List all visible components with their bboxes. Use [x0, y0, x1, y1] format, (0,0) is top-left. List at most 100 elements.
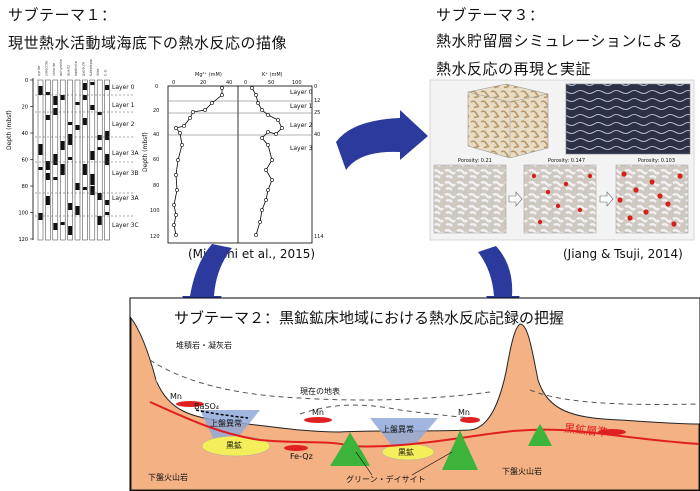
k-tick-100: 100 [292, 80, 302, 86]
strip-column-header: gypsum [81, 61, 85, 76]
label-upper-anomaly-left: 上盤異常 [210, 419, 242, 428]
subtheme1-subtitle: 現世熱水活動域海底下の熱水反応の描像 [8, 34, 288, 52]
strip-segment [90, 174, 95, 185]
strip-segment [97, 135, 102, 140]
strip-layer-3b: Layer 3B [112, 170, 139, 177]
strip-layer-3a: Layer 3A [112, 150, 139, 157]
label-green-dacite: グリーン・デイサイト [346, 475, 426, 484]
mg-point [178, 131, 182, 135]
strip-segment [68, 134, 73, 145]
k-point [276, 118, 280, 122]
strip-segment [38, 167, 43, 170]
precipitate-spot [577, 207, 583, 213]
mg-point [210, 101, 214, 105]
strip-segment [105, 85, 110, 90]
k-point [260, 108, 264, 112]
strip-column-header: kaolinite [74, 61, 78, 76]
subtheme3-subtitle-line1: 熱水貯留層シミュレーションによる [436, 32, 683, 50]
strip-column [59, 79, 66, 241]
k-point [266, 113, 270, 117]
precipitate-spot [657, 193, 663, 199]
strip-column [74, 79, 81, 241]
label-mn-center: Mn [312, 408, 324, 417]
profile-depth-12: 12 [314, 98, 321, 104]
k-tick-50: 50 [268, 80, 275, 86]
porosity-label-1: Porosity: 0.21 [458, 158, 492, 164]
strip-layer-3c: Layer 3C [112, 222, 139, 229]
strip-column [52, 79, 59, 241]
k-point [254, 93, 258, 97]
strip-segment [68, 203, 73, 210]
strip-column [67, 79, 73, 241]
label-upper-anomaly-right: 上盤異常 [382, 425, 414, 434]
strip-segment [75, 102, 80, 105]
porosity-label-2: Porosity: 0.147 [548, 158, 586, 164]
mg-point [182, 124, 186, 128]
label-footwall-left: 下盤火山岩 [148, 473, 188, 482]
subtheme3-citation: (Jiang & Tsuji, 2014) [563, 247, 683, 261]
profile-depth-0: 0 [314, 84, 318, 90]
strip-segment [38, 86, 43, 95]
profile-depth-114: 114 [314, 234, 324, 240]
profile-layer-2: Layer 2 [290, 122, 313, 129]
label-baso4: BaSO₄ [194, 402, 219, 411]
mg-point [172, 223, 176, 227]
profile-layer-0: Layer 0 [290, 89, 313, 96]
profile-ytick-120: 120 [150, 234, 160, 240]
strip-layer-0: Layer 0 [112, 84, 135, 91]
strip-segment [75, 183, 80, 190]
strip-segment [97, 112, 102, 115]
strip-segment [53, 154, 58, 165]
profile-ytick-20: 20 [153, 108, 160, 114]
mg-tick-40: 40 [226, 80, 233, 86]
k-point [266, 130, 270, 134]
label-mn-right: Mn [458, 408, 470, 417]
strip-segment [90, 186, 95, 195]
k-point [250, 86, 254, 90]
strip-y-label: Depth (mbsf) [6, 110, 13, 150]
strip-segment [97, 193, 102, 200]
strip-segment [45, 173, 50, 180]
precipitate-spot [563, 181, 569, 187]
precipitate-spot [555, 203, 561, 209]
k-point [264, 168, 268, 172]
strip-segment [105, 131, 110, 140]
precipitate-spot [627, 215, 633, 221]
mg-point [175, 188, 179, 192]
mg-point [174, 173, 178, 177]
strip-segment [82, 95, 87, 100]
k-point [280, 126, 284, 130]
mg-tick-0: 0 [172, 80, 176, 86]
strip-segment [53, 177, 58, 180]
k-point [270, 158, 274, 162]
label-kuroko-right: 黒鉱 [398, 448, 414, 457]
strip-segment [82, 187, 87, 190]
mg-point [174, 126, 178, 130]
label-fe-qz: Fe-Qz [290, 452, 313, 461]
mg-point [191, 110, 195, 114]
arrow-top-icon [336, 110, 428, 170]
label-kuroko-left: 黒鉱 [226, 441, 242, 450]
k-label: K⁺ (mM) [262, 72, 283, 78]
label-sediment: 堆積岩・凝灰岩 [176, 341, 232, 350]
strip-segment [75, 206, 80, 215]
strip-segment [105, 212, 110, 215]
subtheme3-subtitle-line2: 熱水反応の再現と実証 [436, 60, 592, 78]
strip-segment [53, 108, 58, 115]
precipitate-spot [633, 187, 639, 193]
mg-point [220, 93, 224, 97]
strip-column-header: quartz [67, 65, 71, 76]
subtheme2-title: サブテーマ２：黒鉱鉱床地域における熱水反応記録の把握 [174, 309, 565, 327]
profile-layer-3: Layer 3 [290, 145, 313, 152]
strip-column [104, 79, 110, 241]
profile-depth-25: 25 [314, 110, 321, 116]
porosity-label-3: Porosity: 0.103 [638, 158, 676, 164]
strip-segment [90, 82, 95, 85]
subtheme3-title: サブテーマ３： [436, 6, 545, 24]
strip-segment [45, 196, 50, 205]
precipitate-spot [671, 221, 677, 227]
strip-ytick-label: 60 [22, 158, 28, 164]
